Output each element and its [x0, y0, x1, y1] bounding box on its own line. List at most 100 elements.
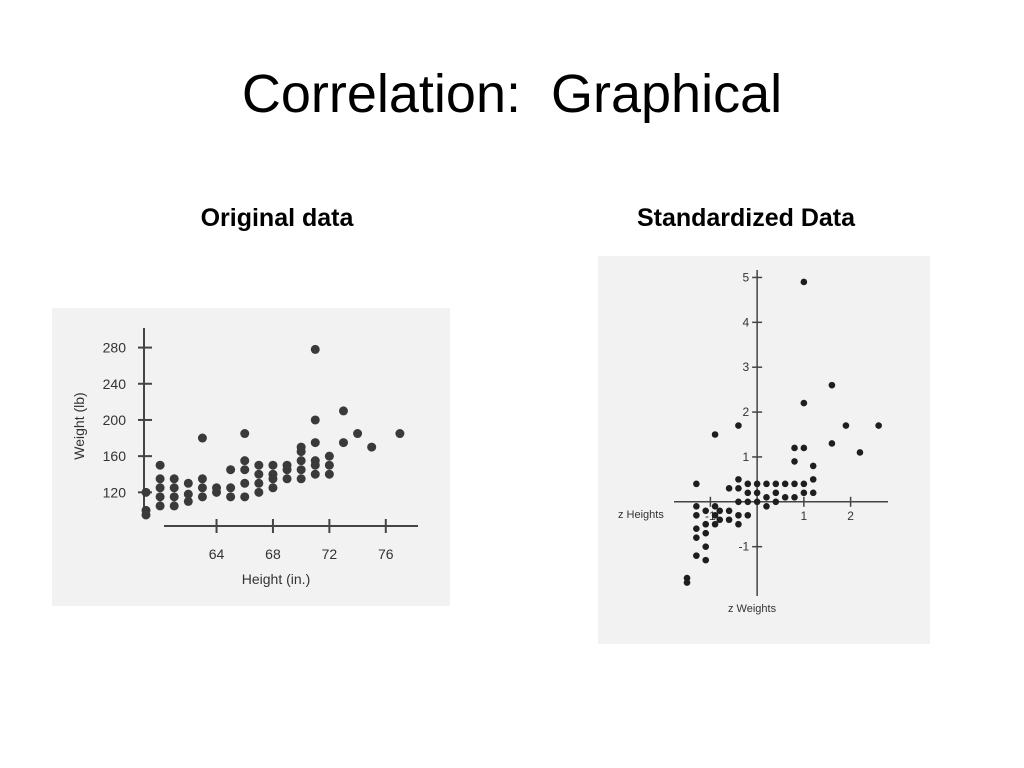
data-point — [226, 465, 236, 475]
data-point — [197, 433, 207, 443]
data-point — [763, 480, 770, 488]
data-point — [324, 451, 334, 461]
data-point — [324, 460, 334, 470]
data-point — [169, 501, 179, 511]
data-point — [141, 510, 151, 520]
data-point — [828, 381, 836, 389]
y-tick-label: 5 — [742, 270, 749, 284]
data-point — [735, 485, 742, 492]
y-axis-label: Weight (lb) — [71, 392, 87, 459]
x-tick-label: 1 — [801, 509, 808, 523]
data-point — [155, 483, 165, 493]
data-point — [395, 429, 405, 439]
data-point — [693, 534, 700, 541]
y-tick-label: 4 — [742, 315, 749, 329]
data-point — [772, 480, 780, 488]
data-point — [716, 516, 724, 524]
data-point — [240, 478, 250, 488]
data-point — [155, 474, 165, 484]
data-point — [324, 469, 334, 479]
data-point — [800, 399, 808, 407]
data-point — [254, 478, 264, 488]
data-point — [772, 498, 780, 506]
x-axis-label: Height (in.) — [242, 571, 310, 587]
data-point — [141, 487, 151, 497]
x-axis-label: z Heights — [618, 509, 664, 521]
data-point — [735, 498, 742, 506]
y-tick-label: 160 — [103, 448, 127, 464]
data-point — [240, 429, 250, 439]
y-tick-label: 200 — [103, 412, 127, 428]
standardized-data-heading: Standardized Data — [636, 204, 856, 232]
standardized-data-scatterplot: -1 1 2 3 4 5 -1 1 2 z Heights z Weights — [618, 270, 888, 615]
data-point — [240, 456, 250, 466]
data-point — [169, 492, 179, 502]
data-point — [693, 502, 700, 510]
data-point — [711, 502, 719, 510]
data-point — [310, 415, 320, 425]
y-tick-label: 1 — [742, 450, 749, 464]
data-point — [791, 494, 798, 501]
data-point — [772, 489, 780, 497]
data-point — [254, 487, 264, 497]
data-point — [268, 460, 278, 470]
data-point — [763, 494, 770, 501]
data-point — [735, 511, 742, 519]
y-tick-label: 2 — [742, 405, 749, 419]
data-point — [183, 496, 193, 506]
data-point — [282, 460, 292, 470]
data-point — [800, 489, 808, 497]
x-tick-label: 76 — [378, 546, 394, 562]
data-point — [338, 406, 348, 416]
data-point — [781, 480, 789, 488]
data-point — [155, 501, 165, 511]
data-point — [282, 474, 292, 484]
data-point — [735, 520, 742, 528]
data-point — [155, 492, 165, 502]
data-point — [716, 507, 724, 515]
data-point — [791, 458, 798, 465]
data-point — [197, 474, 207, 484]
data-point — [296, 442, 306, 452]
data-point — [169, 483, 179, 493]
y-tick-label: 280 — [103, 340, 127, 356]
data-point — [296, 465, 306, 475]
x-tick-label: -1 — [705, 509, 716, 523]
data-point — [683, 579, 691, 586]
x-tick-label: 72 — [322, 546, 338, 562]
data-point — [226, 483, 236, 493]
data-point — [296, 456, 306, 466]
data-point — [268, 469, 278, 479]
y-tick-label: 120 — [103, 484, 127, 500]
data-point — [183, 478, 193, 488]
data-point — [753, 498, 761, 506]
data-point — [725, 516, 733, 524]
data-point — [744, 489, 752, 497]
data-point — [809, 476, 817, 483]
data-point — [240, 492, 250, 502]
slide-title: Correlation: Graphical — [241, 64, 783, 124]
y-tick-label: 3 — [742, 360, 749, 374]
data-point — [702, 507, 710, 515]
standardized-data-figure: -1 1 2 3 4 5 -1 1 2 z Heights z Weights — [598, 256, 930, 644]
data-point — [711, 431, 719, 438]
data-point — [212, 483, 222, 493]
data-point — [702, 543, 710, 550]
data-point — [367, 442, 377, 452]
y-tick-label: -1 — [738, 540, 749, 554]
data-point — [693, 511, 700, 519]
data-point — [791, 480, 798, 488]
data-point — [254, 460, 264, 470]
data-point — [310, 344, 320, 354]
data-point — [781, 494, 789, 501]
data-point — [693, 525, 700, 533]
data-point — [763, 502, 770, 510]
data-point — [791, 444, 798, 452]
x-tick-label: 2 — [847, 509, 854, 523]
x-tick-label: 64 — [209, 546, 225, 562]
data-point — [310, 438, 320, 448]
data-point — [240, 465, 250, 475]
original-data-heading: Original data — [200, 204, 354, 232]
data-point — [693, 480, 700, 488]
data-point — [702, 556, 710, 564]
